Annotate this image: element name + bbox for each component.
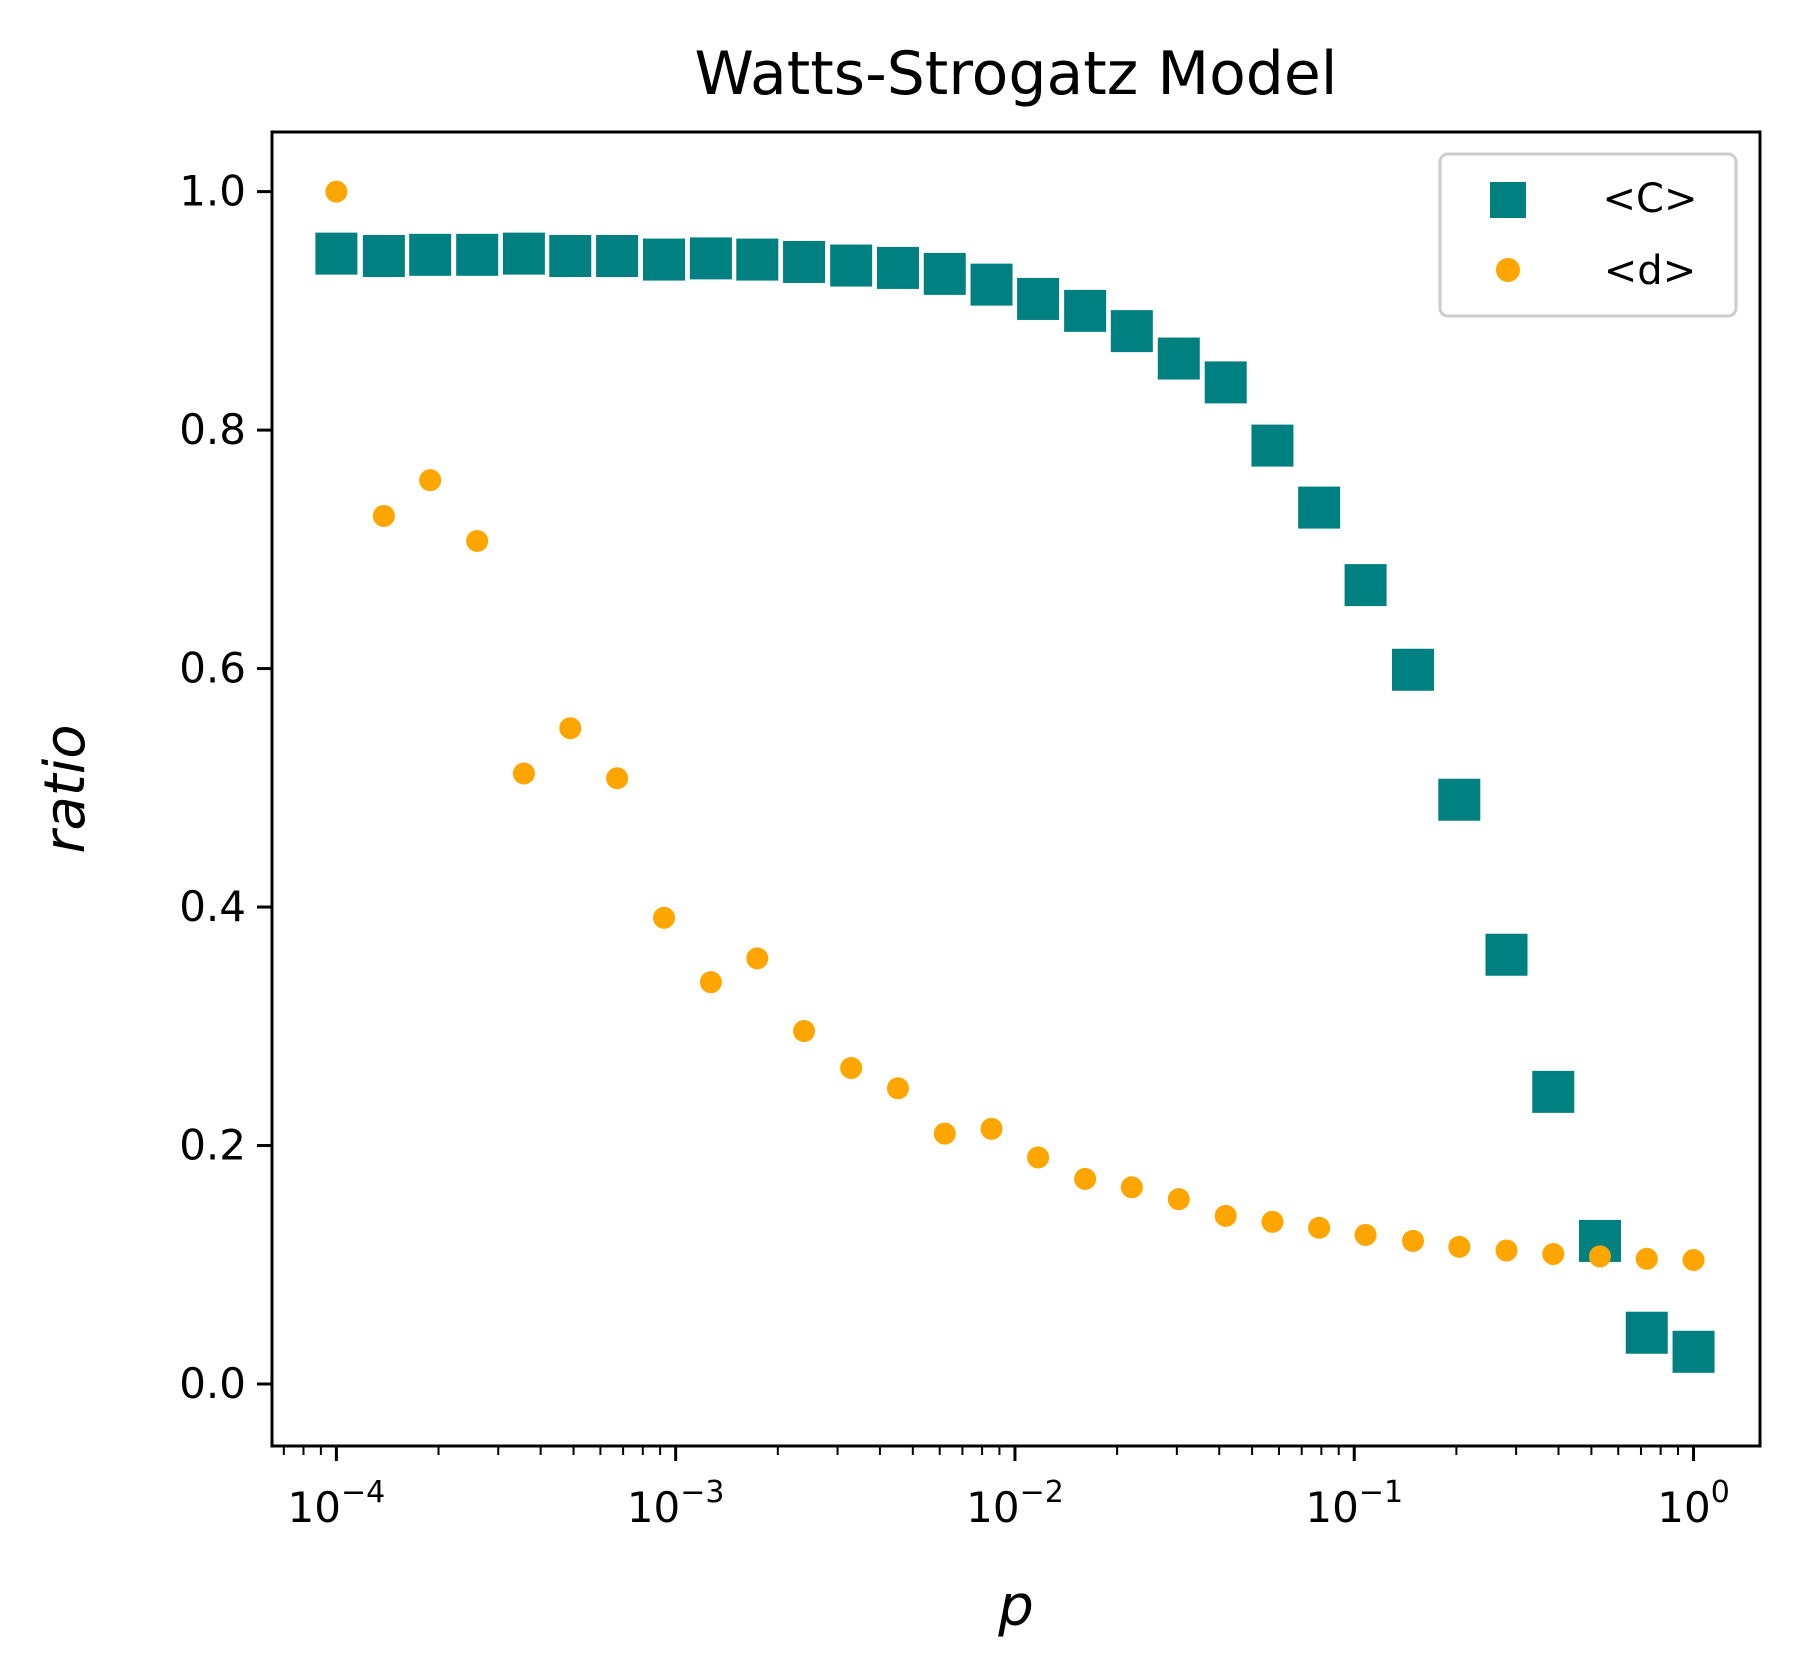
data-point-c (876, 246, 919, 289)
y-tick-label: 0.0 (179, 1359, 246, 1408)
data-point-c (1344, 564, 1387, 607)
data-point-c (502, 232, 545, 275)
data-point-c (456, 233, 499, 276)
x-tick-label: 10−3 (627, 1475, 725, 1532)
y-tick-label: 0.2 (179, 1121, 246, 1170)
data-point-c (643, 238, 686, 281)
legend-square-marker (1490, 182, 1526, 218)
data-point-d (1635, 1247, 1658, 1270)
data-point-d (980, 1117, 1003, 1140)
data-point-c (1157, 337, 1200, 380)
data-point-d (1074, 1167, 1097, 1190)
data-point-c (1438, 778, 1481, 821)
data-point-d (1588, 1245, 1611, 1268)
data-point-d (1120, 1176, 1143, 1199)
y-tick-label: 0.6 (179, 644, 246, 693)
data-point-d (325, 180, 348, 203)
data-point-d (372, 504, 395, 527)
data-point-d (1495, 1239, 1518, 1262)
data-point-c (362, 235, 405, 278)
data-point-c (409, 233, 452, 276)
data-point-c (1532, 1070, 1575, 1113)
x-axis: 10−4 10−3 10−2 10−1 100 (282, 1446, 1730, 1532)
data-point-c (923, 252, 966, 295)
data-point-d (933, 1122, 956, 1145)
data-point-d (840, 1057, 863, 1080)
data-point-d (559, 717, 582, 740)
data-point-c (315, 232, 358, 275)
data-point-d (746, 947, 769, 970)
x-tick-label: 10−1 (1305, 1475, 1403, 1532)
data-point-c (736, 238, 779, 281)
data-point-c (1672, 1330, 1715, 1373)
data-point-c (830, 244, 873, 287)
x-tick-label: 100 (1657, 1475, 1730, 1532)
data-point-d (1214, 1204, 1237, 1227)
data-point-d (512, 762, 535, 785)
data-point-c (689, 237, 732, 280)
legend-circle-marker (1496, 258, 1520, 282)
series-layer (315, 180, 1715, 1373)
data-point-d (1448, 1235, 1471, 1258)
data-point-d (1354, 1223, 1377, 1246)
y-tick-label: 0.4 (179, 882, 246, 931)
y-tick-label: 0.8 (179, 405, 246, 454)
data-point-d (1402, 1229, 1425, 1252)
data-point-c (1392, 648, 1435, 691)
chart-title: Watts-Strogatz Model (695, 39, 1338, 109)
legend: <C> <d> (1438, 152, 1738, 318)
data-point-c (1064, 289, 1107, 332)
x-tick-label: 10−2 (966, 1475, 1064, 1532)
data-point-c (1017, 277, 1060, 320)
data-point-c (783, 240, 826, 283)
data-point-d (1027, 1146, 1050, 1169)
data-point-c (1110, 310, 1153, 353)
data-point-d (699, 971, 722, 994)
data-point-c (1485, 933, 1528, 976)
data-point-d (606, 767, 629, 790)
data-point-c (1298, 486, 1341, 529)
data-point-d (1542, 1243, 1565, 1266)
y-axis: 0.0 0.2 0.4 0.6 0.8 1.0 (179, 167, 272, 1408)
data-point-d (419, 469, 442, 492)
data-point-d (466, 529, 489, 552)
y-axis-label: ratio (33, 724, 98, 853)
data-point-c (1204, 361, 1247, 404)
data-point-c (1625, 1311, 1668, 1354)
data-point-c (970, 263, 1013, 306)
data-point-d (886, 1077, 909, 1100)
data-point-c (1251, 424, 1294, 467)
data-point-d (1682, 1248, 1705, 1271)
y-tick-label: 1.0 (179, 167, 246, 216)
data-point-d (653, 906, 676, 929)
data-point-c (549, 235, 592, 278)
legend-label-c: <C> (1603, 176, 1698, 222)
data-point-d (1167, 1188, 1190, 1211)
x-tick-label: 10−4 (288, 1475, 386, 1532)
x-axis-label: p (997, 1574, 1034, 1639)
data-point-d (793, 1020, 816, 1043)
data-point-d (1308, 1216, 1331, 1239)
data-point-c (596, 235, 639, 278)
data-point-d (1261, 1210, 1284, 1233)
legend-label-d: <d> (1604, 248, 1696, 294)
